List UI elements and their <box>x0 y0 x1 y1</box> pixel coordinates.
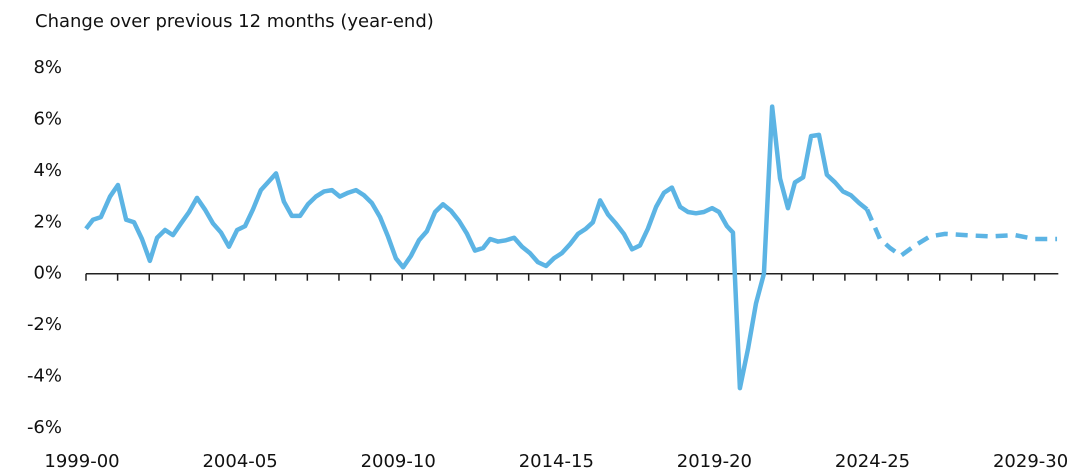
y-tick-label: 2% <box>33 211 62 232</box>
x-tick-label: 2029-30 <box>993 451 1068 472</box>
x-tick-label: 2014-15 <box>519 451 594 472</box>
x-tick-label: 2004-05 <box>202 451 277 472</box>
chart-title: Change over previous 12 months (year-end… <box>35 11 434 32</box>
x-tick-label: 2019-20 <box>677 451 752 472</box>
y-tick-label: -2% <box>27 314 62 335</box>
x-tick-label: 2024-25 <box>835 451 910 472</box>
y-tick-label: -6% <box>27 417 62 438</box>
y-tick-label: -4% <box>27 366 62 387</box>
forecast-line <box>864 208 1058 258</box>
x-tick-label: 2009-10 <box>361 451 436 472</box>
y-tick-label: 6% <box>33 108 62 129</box>
y-tick-label: 0% <box>33 263 62 284</box>
data-line <box>84 104 869 391</box>
y-tick-label: 4% <box>33 160 62 181</box>
y-tick-label: 8% <box>33 57 62 78</box>
x-tick-label: 1999-00 <box>44 451 119 472</box>
